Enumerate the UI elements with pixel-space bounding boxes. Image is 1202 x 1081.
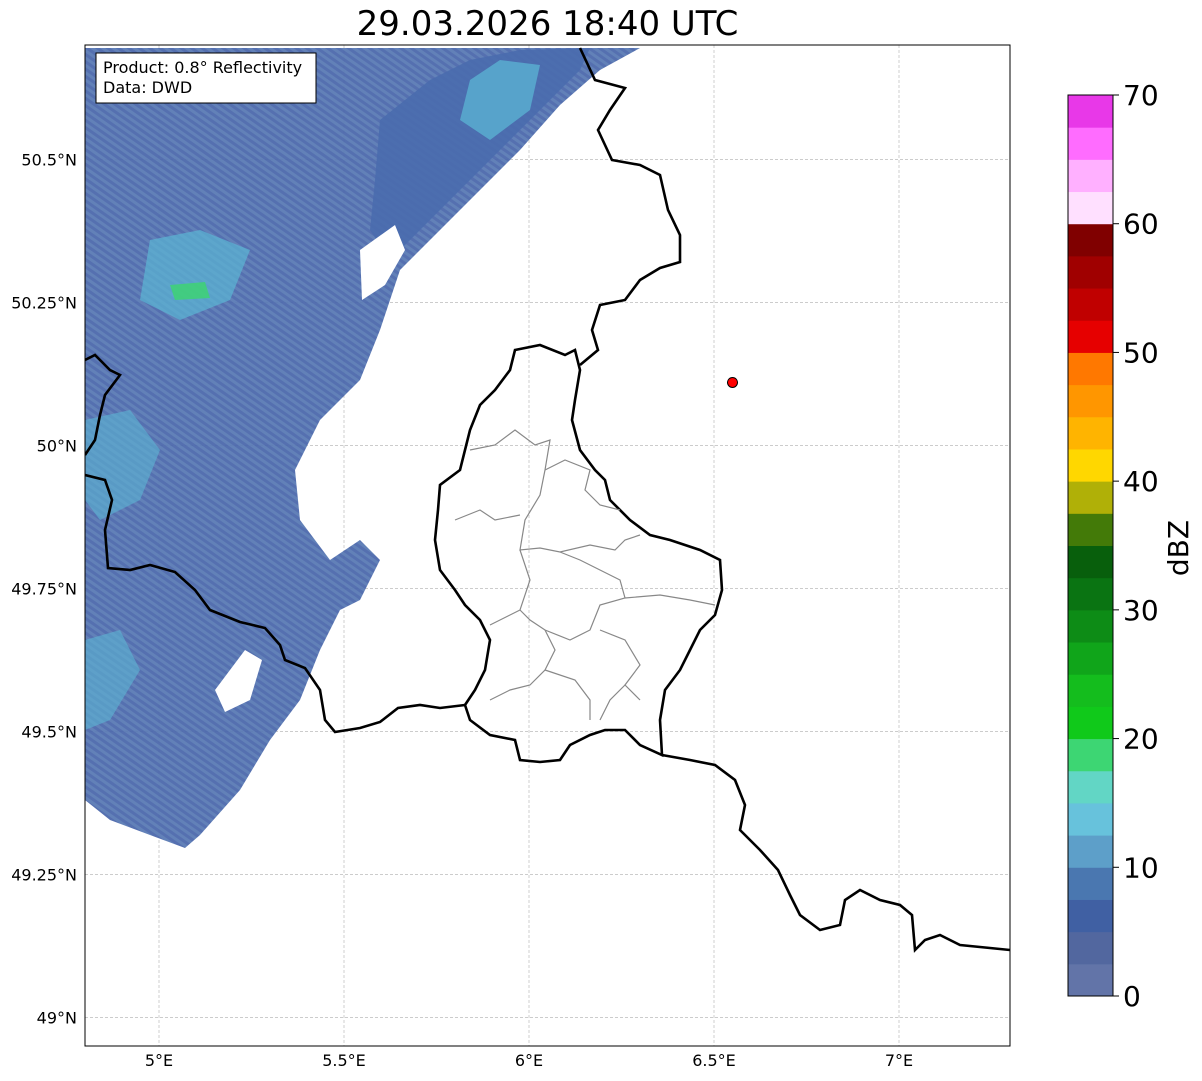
info-box-frame [95,52,317,104]
colorbar-block [1068,931,1113,965]
colorbar-tick-label: 0 [1123,980,1141,1013]
colorbar-block [1068,706,1113,740]
colorbar-tick-label: 70 [1123,79,1159,112]
lon-tick-label: 6°E [515,1051,543,1070]
lat-tick-label: 49°N [37,1008,77,1027]
lat-tick-label: 49.5°N [21,722,77,741]
colorbar-tick-label: 20 [1123,723,1159,756]
colorbar-tick-label: 40 [1123,465,1159,498]
gridlines [85,45,1010,1046]
info-data-source: Data: DWD [103,78,192,97]
colorbar-block [1068,738,1113,772]
lon-tick-label: 5°E [145,1051,173,1070]
lon-tick-label: 5.5°E [322,1051,366,1070]
lat-tick-label: 49.75°N [11,579,77,598]
colorbar-tick-label: 10 [1123,851,1159,884]
precip-gap-2 [215,650,262,712]
colorbar-block [1068,802,1113,836]
colorbar-block [1068,320,1113,353]
france-belgium-border [85,473,466,734]
colorbar-block [1068,899,1113,933]
france-belgium-west [85,353,122,456]
precip-band-north [370,48,590,260]
precip-core-3 [85,410,160,520]
colorbar-block [1068,609,1113,643]
lon-tick-labels: 5°E 5.5°E 6°E 6.5°E 7°E [145,1051,913,1070]
colorbar-ticks: 0 10 20 30 40 50 60 70 [1113,79,1159,1013]
colorbar-block [1068,513,1113,546]
map-title: 29.03.2026 18:40 UTC [356,4,739,44]
colorbar-tick-label: 50 [1123,336,1159,369]
colorbar-block [1068,223,1113,257]
france-germany-border [661,753,1010,953]
colorbar-block [1068,674,1113,707]
colorbar-block [1068,416,1113,450]
colorbar-block [1068,159,1113,193]
colorbar-block [1068,191,1113,225]
colorbar-frame [1067,94,1114,997]
canton-borders [454,429,716,721]
colorbar-tick-label: 60 [1123,208,1159,241]
lon-tick-label: 6.5°E [692,1051,736,1070]
radar-site-marker[interactable] [727,376,738,388]
colorbar-block [1068,835,1113,868]
luxembourg-border [433,343,724,764]
lon-tick-label: 7°E [885,1051,913,1070]
colorbar-block [1068,255,1113,289]
colorbar-block [1068,481,1113,514]
colorbar-block [1068,127,1113,160]
colorbar-block [1068,867,1113,900]
colorbar-label: dBZ [1162,520,1195,576]
precip-gap [360,225,405,300]
lat-tick-labels: 49°N 49.25°N 49.5°N 49.75°N 50°N 50.25°N 50.5°… [11,150,77,1027]
info-box: Product: 0.8° Reflectivity Data: DWD [95,52,317,104]
colorbar-block [1068,642,1113,675]
colorbar-block [1068,288,1113,321]
colorbar-block [1068,384,1113,418]
info-product: Product: 0.8° Reflectivity [103,58,302,77]
colorbar-block [1068,545,1113,579]
colorbar-block [1068,95,1113,128]
lat-tick-label: 50.25°N [11,293,77,312]
colorbar-block [1068,352,1113,386]
colorbar-blocks [1068,95,1113,997]
lat-tick-label: 49.25°N [11,865,77,884]
precip-core-1 [460,60,540,140]
colorbar-tick-label: 30 [1123,594,1159,627]
lat-tick-label: 50.5°N [21,150,77,169]
precip-core-4 [85,630,140,730]
belgium-germany-border [578,47,682,366]
colorbar-block [1068,770,1113,804]
colorbar-block [1068,448,1113,482]
reflectivity-field [85,48,640,848]
lat-tick-label: 50°N [37,436,77,455]
borders [85,47,1010,953]
precip-green-spot [170,282,210,300]
colorbar-block [1068,963,1113,997]
colorbar-block [1068,577,1113,611]
map-frame [84,44,1011,1047]
precip-core-2 [140,230,250,320]
